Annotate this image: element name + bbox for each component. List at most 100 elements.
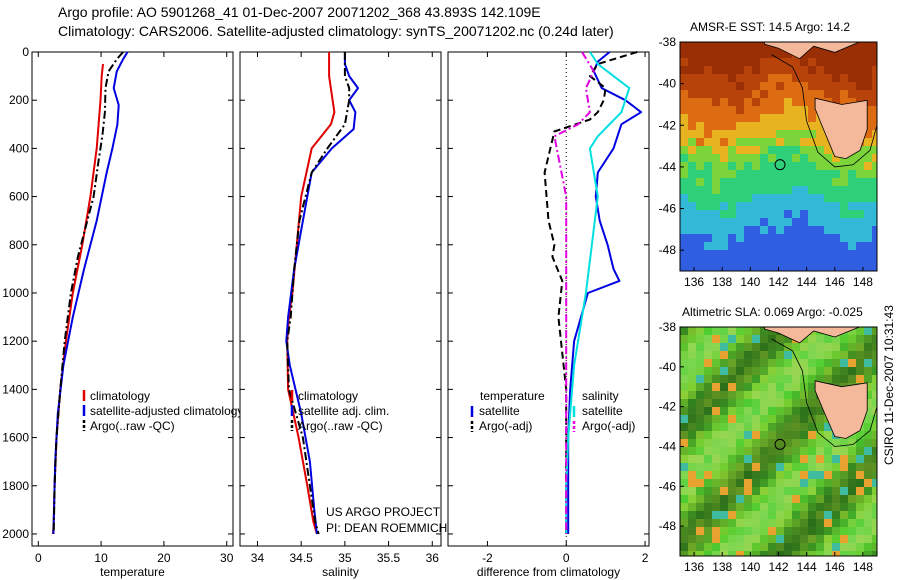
field-cell bbox=[720, 343, 729, 352]
x-tick-label: 140 bbox=[740, 560, 760, 574]
field-cell bbox=[760, 186, 769, 195]
field-cell bbox=[848, 543, 857, 552]
field-cell bbox=[872, 58, 877, 67]
field-cell bbox=[760, 258, 769, 267]
field-cell bbox=[800, 527, 809, 536]
field-cell bbox=[728, 250, 737, 259]
field-cell bbox=[680, 535, 689, 544]
field-cell bbox=[800, 463, 809, 472]
field-cell bbox=[696, 375, 705, 384]
field-cell bbox=[712, 543, 721, 552]
field-cell bbox=[800, 258, 809, 267]
field-cell bbox=[704, 335, 713, 344]
field-cell bbox=[800, 423, 809, 432]
field-cell bbox=[744, 343, 753, 352]
legend-entry: satellite-adjusted climatology bbox=[90, 404, 243, 418]
field-cell bbox=[768, 258, 777, 267]
field-cell bbox=[864, 383, 873, 392]
field-cell bbox=[784, 74, 793, 83]
field-cell bbox=[872, 194, 877, 203]
field-cell bbox=[696, 194, 705, 203]
field-cell bbox=[792, 519, 801, 528]
field-cell bbox=[768, 535, 777, 544]
field-cell bbox=[792, 535, 801, 544]
sst-map-title: AMSR-E SST: 14.5 Argo: 14.2 bbox=[690, 20, 851, 34]
field-cell bbox=[832, 503, 841, 512]
field-cell bbox=[824, 551, 833, 556]
field-cell bbox=[696, 234, 705, 243]
field-cell bbox=[736, 495, 745, 504]
field-cell bbox=[792, 487, 801, 496]
field-cell bbox=[776, 114, 785, 123]
x-tick-label: 146 bbox=[825, 275, 845, 289]
legend-entry: Argo(..raw -QC) bbox=[90, 419, 175, 433]
field-cell bbox=[752, 335, 761, 344]
field-cell bbox=[720, 327, 729, 336]
field-cell bbox=[696, 391, 705, 400]
field-cell bbox=[784, 439, 793, 448]
field-cell bbox=[824, 242, 833, 251]
field-cell bbox=[816, 138, 825, 147]
field-cell bbox=[760, 375, 769, 384]
field-cell bbox=[872, 122, 877, 131]
field-cell bbox=[696, 423, 705, 432]
field-cell bbox=[736, 42, 745, 51]
field-cell bbox=[760, 527, 769, 536]
field-cell bbox=[736, 519, 745, 528]
field-cell bbox=[808, 58, 817, 67]
field-cell bbox=[744, 106, 753, 115]
field-cell bbox=[816, 375, 825, 384]
field-cell bbox=[800, 178, 809, 187]
plot-frame bbox=[447, 51, 650, 547]
field-cell bbox=[768, 383, 777, 392]
field-cell bbox=[680, 463, 689, 472]
field-cell bbox=[792, 58, 801, 67]
field-cell bbox=[872, 503, 877, 512]
field-cell bbox=[736, 439, 745, 448]
field-cell bbox=[696, 178, 705, 187]
field-cell bbox=[720, 487, 729, 496]
field-cell bbox=[792, 399, 801, 408]
field-cell bbox=[768, 399, 777, 408]
field-cell bbox=[776, 503, 785, 512]
field-cell bbox=[760, 327, 769, 336]
field-cell bbox=[680, 543, 689, 552]
field-cell bbox=[704, 154, 713, 163]
field-cell bbox=[792, 463, 801, 472]
field-cell bbox=[752, 439, 761, 448]
field-cell bbox=[704, 138, 713, 147]
field-cell bbox=[728, 487, 737, 496]
field-cell bbox=[704, 186, 713, 195]
field-cell bbox=[736, 351, 745, 360]
field-cell bbox=[784, 471, 793, 480]
field-cell bbox=[808, 210, 817, 219]
field-cell bbox=[776, 122, 785, 131]
x-axis-label: salinity bbox=[322, 565, 359, 579]
field-cell bbox=[712, 50, 721, 59]
field-cell bbox=[752, 194, 761, 203]
field-cell bbox=[744, 359, 753, 368]
field-cell bbox=[872, 162, 877, 171]
field-cell bbox=[728, 266, 737, 271]
field-cell bbox=[728, 439, 737, 448]
y-tick-label: 1200 bbox=[2, 334, 29, 348]
field-cell bbox=[808, 535, 817, 544]
field-cell bbox=[848, 202, 857, 211]
field-cell bbox=[704, 407, 713, 416]
field-cell bbox=[680, 479, 689, 488]
field-cell bbox=[720, 511, 729, 520]
field-cell bbox=[728, 66, 737, 75]
field-cell bbox=[816, 178, 825, 187]
field-cell bbox=[816, 58, 825, 67]
field-cell bbox=[816, 242, 825, 251]
field-cell bbox=[712, 170, 721, 179]
x-tick-label: 2 bbox=[642, 551, 649, 565]
field-cell bbox=[848, 471, 857, 480]
field-cell bbox=[712, 479, 721, 488]
field-cell bbox=[816, 431, 825, 440]
field-cell bbox=[864, 439, 873, 448]
field-cell bbox=[728, 359, 737, 368]
field-cell bbox=[856, 186, 865, 195]
field-cell bbox=[856, 359, 865, 368]
field-cell bbox=[712, 162, 721, 171]
